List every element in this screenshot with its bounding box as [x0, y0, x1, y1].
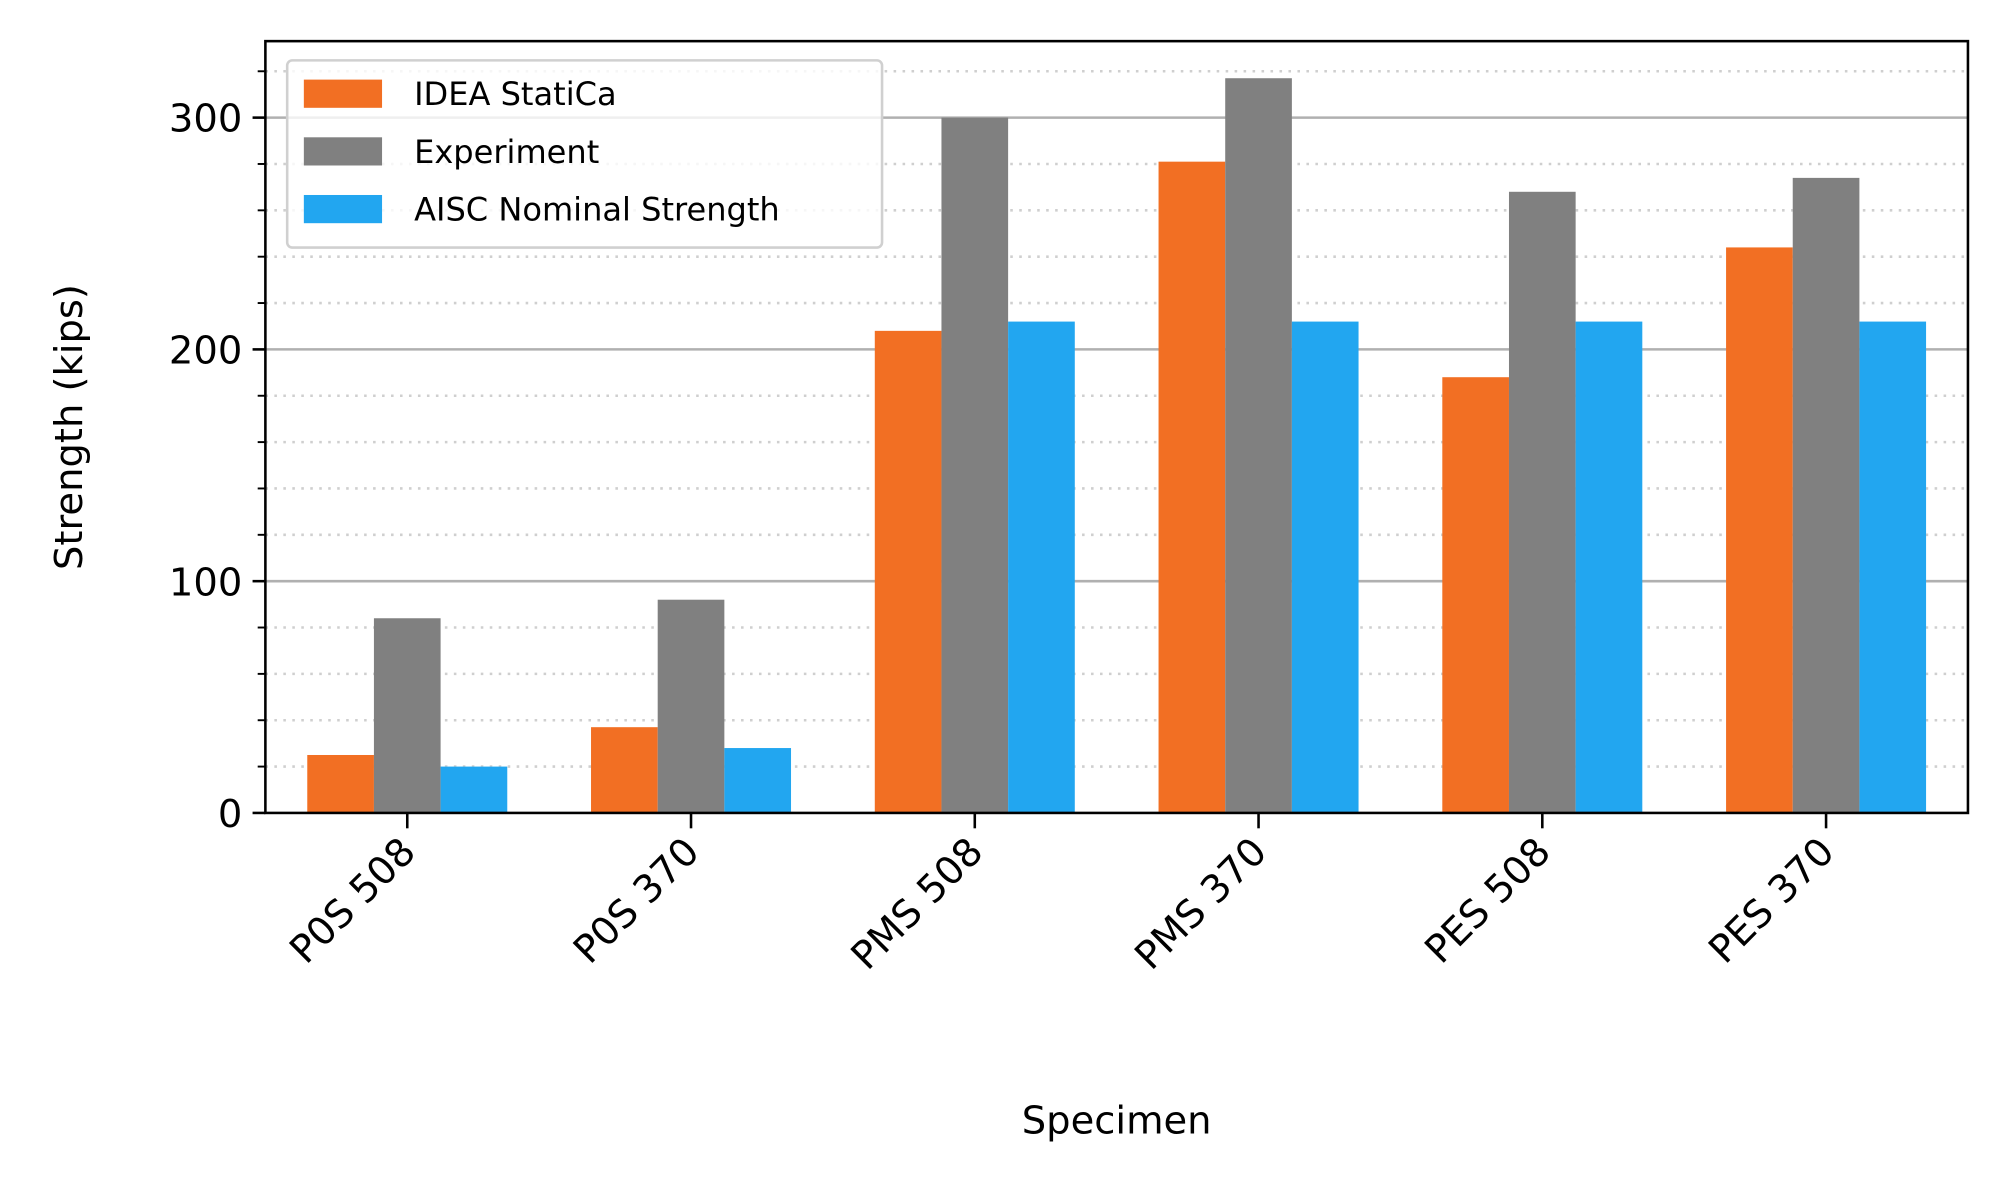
legend-swatch [303, 137, 383, 166]
bar-aisc-nominal-strength [1575, 321, 1643, 813]
plot-frame [264, 39, 1970, 815]
y-axis-label: Strength (kips) [47, 284, 92, 570]
x-tick-label: PES 370 [1700, 829, 1843, 972]
legend-label: AISC Nominal Strength [414, 191, 780, 229]
y-tick-label: 300 [169, 97, 242, 142]
grid [265, 69, 1968, 768]
bar-aisc-nominal-strength [724, 748, 792, 813]
x-tick-label: P0S 508 [281, 829, 424, 972]
bar-experiment [1225, 78, 1292, 813]
bar-experiment [373, 618, 441, 813]
bars [307, 78, 1927, 813]
x-tick-label: PES 508 [1416, 829, 1559, 972]
bar-experiment [1792, 177, 1860, 813]
x-tick-label: PMS 370 [1126, 829, 1275, 978]
legend-swatch [303, 194, 383, 224]
bar-idea-statica [1442, 377, 1509, 813]
bar-experiment [657, 599, 725, 813]
y-tick-label: 100 [169, 560, 242, 605]
x-axis: P0S 508 P0S 370 PMS 508 PMS 370 PES 508 PES 3… [281, 812, 1843, 979]
legend-box [285, 59, 884, 249]
y-tick-label: 200 [169, 328, 242, 373]
bar-aisc-nominal-strength [1859, 321, 1927, 813]
bar-idea-statica [874, 330, 942, 813]
legend-label: Experiment [414, 133, 599, 171]
bar-experiment [1508, 191, 1576, 813]
bar-experiment [941, 117, 1009, 813]
y-axis: 0 100 200 300 [169, 70, 266, 837]
bar-aisc-nominal-strength [1291, 321, 1359, 813]
bar-idea-statica [591, 727, 658, 813]
bar-aisc-nominal-strength [440, 766, 508, 813]
y-tick-label: 0 [218, 792, 242, 837]
x-tick-label: PMS 508 [843, 829, 992, 978]
legend: IDEA StatiCa Experiment AISC Nominal Stren… [285, 59, 884, 249]
legend-label: IDEA StatiCa [414, 75, 617, 113]
x-axis-label: Specimen [1022, 1098, 1212, 1143]
bar-idea-statica [307, 754, 374, 813]
bar-idea-statica [1158, 161, 1226, 813]
bar-idea-statica [1726, 247, 1793, 813]
x-tick-label: P0S 370 [565, 829, 708, 972]
bar-aisc-nominal-strength [1008, 321, 1075, 813]
legend-swatch [303, 79, 383, 108]
